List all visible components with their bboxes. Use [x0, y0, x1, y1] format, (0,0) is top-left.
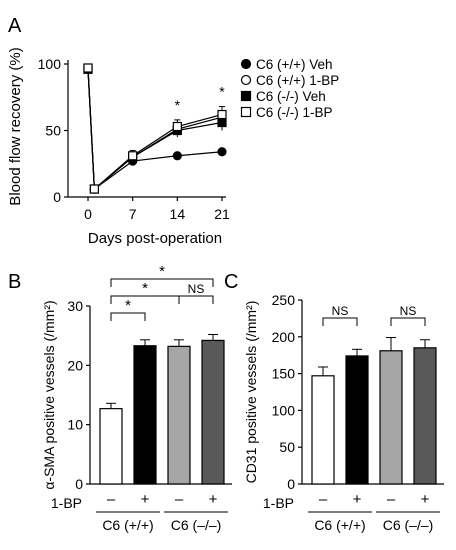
comparison-bracket	[110, 295, 180, 304]
data-point	[83, 63, 93, 73]
treatment-mark: +	[421, 491, 430, 508]
bar	[133, 345, 157, 485]
series-line	[87, 67, 223, 191]
treatment-mark: +	[353, 491, 362, 508]
group-label: C6 (–/–)	[383, 517, 434, 533]
y-tick-label: 100	[272, 402, 296, 418]
y-tick-label: 250	[272, 292, 296, 308]
bar	[99, 408, 123, 485]
data-point	[172, 151, 182, 161]
bar	[311, 375, 335, 485]
legend-label: C6 (-/-) 1-BP	[256, 105, 333, 120]
bar	[167, 345, 191, 485]
panel-a-line-chart: 0 50 100 0 7 14 21 Days post-operation Blood flo…	[7, 47, 339, 247]
x-axis-label: Days post-operation	[88, 230, 222, 247]
treatment-label: 1-BP	[263, 495, 294, 511]
series-line	[87, 69, 223, 191]
panel-c-bar-chart: 0 50 100 150 200 250 CD31 positive vessels (/m…	[243, 292, 444, 533]
significance-marker: *	[175, 97, 181, 113]
legend-label: C6 (-/-) Veh	[256, 89, 326, 104]
data-point	[128, 151, 138, 161]
x-tick-label: 7	[129, 206, 137, 222]
comparison-label: NS	[188, 282, 205, 296]
y-tick-label: 0	[287, 476, 295, 492]
series-4	[83, 63, 227, 194]
series-2	[83, 64, 227, 194]
legend-marker	[240, 74, 252, 86]
treatment-mark: +	[209, 491, 218, 508]
series-line	[87, 69, 223, 191]
comparison-label: NS	[332, 304, 349, 318]
y-tick-label: 100	[38, 56, 62, 72]
legend-marker	[240, 90, 252, 102]
y-tick-label: 0	[75, 476, 83, 492]
y-tick-label: 10	[67, 417, 83, 433]
y-axis-label: CD31 positive vessels (/mm²)	[243, 301, 259, 484]
comparison-label: *	[159, 263, 165, 280]
series-3	[83, 64, 227, 194]
data-point	[217, 147, 227, 157]
bar	[413, 347, 437, 485]
group-label: C6 (–/–)	[171, 517, 222, 533]
comparison-bracket	[110, 312, 146, 321]
treatment-mark: +	[141, 491, 150, 508]
legend-entry: C6 (-/-) Veh	[240, 89, 326, 104]
data-point	[172, 121, 182, 132]
legend-entry: C6 (+/+) 1-BP	[240, 73, 339, 88]
legend-entry: C6 (+/+) Veh	[240, 57, 333, 72]
data-point	[89, 184, 99, 194]
comparison-bracket	[322, 317, 358, 326]
legend-entry: C6 (-/-) 1-BP	[240, 105, 333, 120]
y-tick-label: 50	[45, 123, 61, 139]
legend-marker	[240, 106, 252, 118]
treatment-mark: –	[387, 491, 396, 508]
legend-label: C6 (+/+) 1-BP	[256, 73, 339, 88]
bar	[345, 355, 369, 485]
legend-marker	[240, 58, 252, 70]
treatment-mark: –	[175, 491, 184, 508]
bar	[379, 350, 403, 485]
comparison-label: *	[142, 280, 148, 297]
y-tick-label: 30	[67, 298, 83, 314]
y-tick-label: 20	[67, 357, 83, 373]
comparison-bracket	[390, 317, 426, 326]
comparison-label: *	[125, 297, 131, 314]
bar	[201, 339, 225, 485]
panel-label-a: A	[8, 15, 22, 37]
y-tick-label: 0	[53, 189, 61, 205]
y-tick-label: 150	[272, 366, 296, 382]
group-label: C6 (+/+)	[102, 517, 153, 533]
treatment-mark: –	[319, 491, 328, 508]
comparison-label: NS	[400, 304, 417, 318]
treatment-label: 1-BP	[51, 495, 82, 511]
data-point	[217, 109, 227, 120]
group-label: C6 (+/+)	[314, 517, 365, 533]
panel-b-bar-chart: 0 10 20 30 α-SMA positive vessels (/mm²) * * * N…	[41, 263, 232, 533]
comparison-bracket	[178, 295, 214, 304]
x-tick-label: 21	[214, 206, 230, 222]
significance-marker: *	[219, 84, 225, 100]
series-1	[83, 63, 227, 194]
y-tick-label: 50	[279, 439, 295, 455]
series-line	[87, 67, 223, 191]
comparison-bracket	[110, 278, 214, 287]
treatment-mark: –	[107, 491, 116, 508]
panel-label-c: C	[224, 271, 238, 293]
x-tick-label: 14	[170, 206, 186, 222]
y-axis-label: α-SMA positive vessels (/mm²)	[41, 300, 57, 489]
y-axis-label: Blood flow recovery (%)	[7, 47, 24, 205]
legend-label: C6 (+/+) Veh	[256, 57, 333, 72]
panel-label-b: B	[8, 271, 21, 293]
x-tick-label: 0	[84, 206, 92, 222]
y-tick-label: 200	[272, 329, 296, 345]
